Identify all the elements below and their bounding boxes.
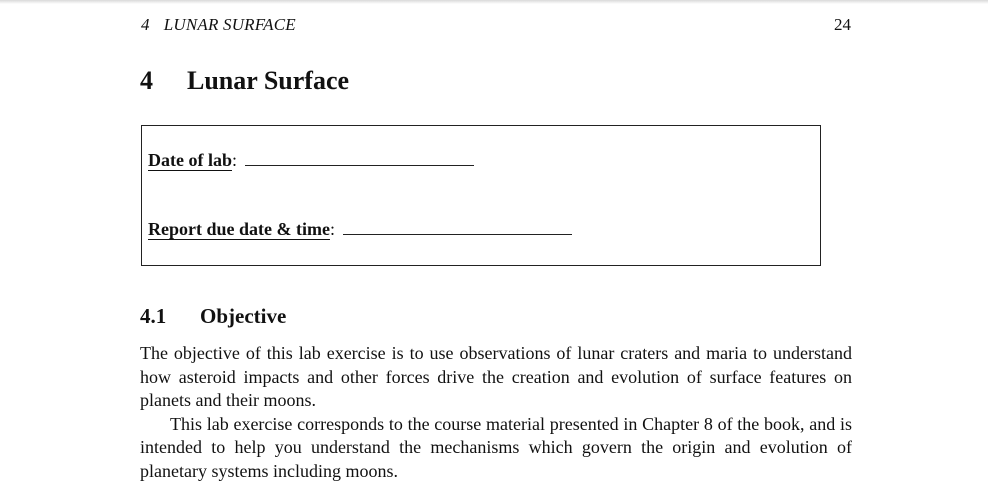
subsection-title: Objective xyxy=(200,304,287,328)
report-due-colon: : xyxy=(329,219,335,239)
report-due-blank-line xyxy=(342,233,572,235)
running-header: 4 LUNAR SURFACE xyxy=(141,15,296,35)
page-top-shadow xyxy=(0,0,988,4)
page-number: 24 xyxy=(834,15,851,34)
running-header-chapter-number: 4 xyxy=(141,15,150,34)
report-due-label: Report due date & time xyxy=(148,219,330,239)
date-of-lab-colon: : xyxy=(232,150,238,170)
section-heading: 4 Lunar Surface xyxy=(140,66,349,96)
date-of-lab-row: Date of lab: xyxy=(148,150,475,171)
objective-paragraph-2: This lab exercise corresponds to the cou… xyxy=(140,413,852,481)
section-number: 4 xyxy=(140,66,153,95)
subsection-heading: 4.1 Objective xyxy=(140,304,286,329)
subsection-number: 4.1 xyxy=(140,304,167,328)
lab-info-box: Date of lab: Report due date & time: xyxy=(141,125,821,266)
running-header-chapter-title: LUNAR SURFACE xyxy=(163,15,296,34)
section-title: Lunar Surface xyxy=(187,66,350,95)
date-of-lab-label: Date of lab xyxy=(148,150,232,170)
report-due-row: Report due date & time: xyxy=(148,219,572,240)
date-of-lab-blank-line xyxy=(245,164,475,166)
objective-body: The objective of this lab exercise is to… xyxy=(140,342,852,483)
objective-paragraph-1: The objective of this lab exercise is to… xyxy=(140,343,852,410)
